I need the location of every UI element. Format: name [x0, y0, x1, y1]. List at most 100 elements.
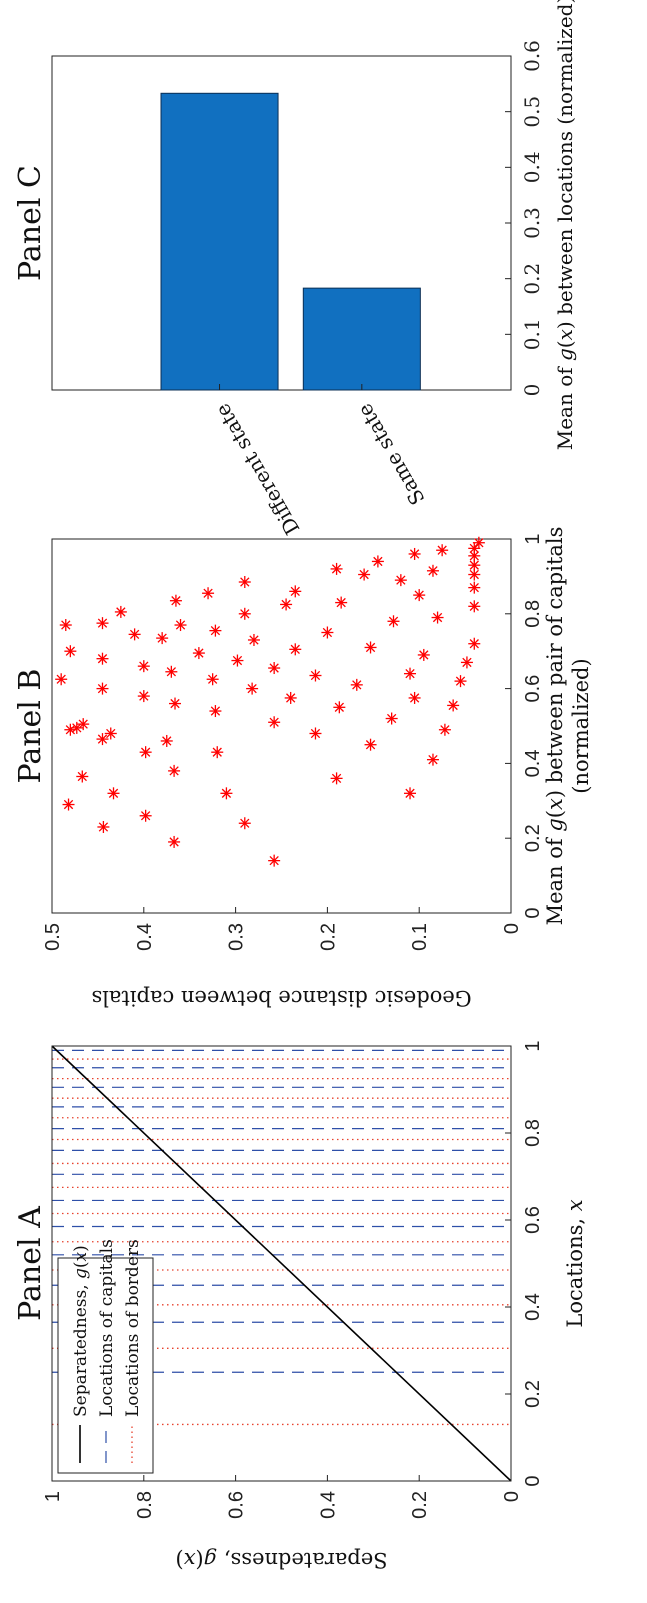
- asterisk-stroke: [166, 667, 176, 677]
- asterisk-stroke: [169, 837, 179, 847]
- scatter-point-35: [350, 678, 363, 691]
- asterisk-stroke: [331, 773, 342, 784]
- scatter-point-27: [333, 701, 346, 714]
- scatter-point-71: [289, 585, 302, 598]
- scatter-point-74: [394, 574, 407, 587]
- scatter-point-17: [268, 716, 281, 729]
- panel-c-title: Panel C: [13, 165, 48, 281]
- asterisk-stroke: [171, 596, 181, 606]
- scatter-point-20: [330, 772, 343, 785]
- asterisk-stroke: [61, 620, 71, 630]
- asterisk-stroke: [310, 728, 321, 739]
- panel-c-xtick-label-4: 0.4: [520, 151, 544, 183]
- scatter-point-66: [280, 598, 293, 611]
- asterisk-stroke: [336, 597, 346, 608]
- asterisk-stroke: [455, 676, 466, 686]
- asterisk-stroke: [428, 755, 438, 765]
- scatter-point-75: [358, 568, 371, 581]
- scatter-point-85: [472, 536, 485, 549]
- scatter-point-32: [137, 690, 150, 703]
- asterisk-stroke: [281, 599, 291, 610]
- scatter-point-57: [209, 624, 222, 637]
- asterisk-stroke: [221, 788, 232, 798]
- scatter-point-52: [468, 637, 481, 650]
- asterisk-stroke: [359, 569, 369, 580]
- asterisk-stroke: [210, 625, 221, 636]
- panel-b-xtick-label-5: 1: [522, 533, 544, 544]
- panel-a: 0 0.2 0.4 0.6 0.8 1 0 0.2 0.4 0.6 0.8 1 Panel A Locat…: [13, 1040, 587, 1572]
- scatter-point-2: [238, 817, 251, 830]
- scatter-point-83: [436, 544, 449, 557]
- asterisk-stroke: [129, 629, 140, 640]
- scatter-point-37: [206, 673, 219, 686]
- asterisk-stroke: [432, 612, 443, 623]
- scatter-point-81: [468, 549, 481, 562]
- scatter-point-10: [211, 746, 224, 759]
- panel-b-ytick-label-1: 0.1: [409, 923, 431, 951]
- scatter-point-8: [76, 770, 89, 783]
- asterisk-stroke: [352, 680, 362, 690]
- scatter-point-50: [289, 643, 302, 656]
- panel-b-xtick-label-0: 0: [522, 907, 544, 918]
- asterisk-stroke: [140, 747, 151, 757]
- asterisk-stroke: [139, 691, 149, 701]
- separatedness-line: [51, 1045, 512, 1482]
- asterisk-stroke: [140, 811, 151, 821]
- panel-b-ytick-label-4: 0.4: [134, 923, 156, 951]
- panel-b-ytick-label-0: 0: [501, 923, 523, 934]
- scatter-point-38: [55, 673, 68, 686]
- panel-b: 0 0.2 0.4 0.6 0.8 1 0 0.1 0.2 0.3 0.4 0.5 Panel B Mea…: [13, 527, 593, 1010]
- asterisk-stroke: [469, 560, 479, 570]
- panel-b-ylabel: Geodesic distance between capitals: [91, 986, 471, 1010]
- panel-a-ylabel: Separatedness, g(x): [175, 1548, 387, 1572]
- panel-a-xlabel: Locations, x: [563, 1199, 587, 1327]
- scatter-point-68: [169, 594, 182, 607]
- asterisk-stroke: [469, 582, 479, 593]
- panel-a-axes-box: [51, 1045, 512, 1482]
- panel-b-ytick-label-3: 0.3: [226, 923, 248, 951]
- asterisk-stroke: [469, 601, 479, 611]
- panel-c-xtick-label-3: 0.3: [520, 207, 544, 239]
- scatter-point-41: [165, 665, 178, 678]
- asterisk-stroke: [169, 766, 179, 776]
- scatter-point-55: [128, 628, 141, 641]
- scatter-point-63: [238, 607, 251, 620]
- scatter-point-70: [202, 587, 215, 600]
- asterisk-stroke: [440, 725, 450, 735]
- asterisk-stroke: [462, 657, 472, 668]
- asterisk-stroke: [373, 556, 383, 567]
- asterisk-stroke: [97, 618, 108, 628]
- panel-b-xtick-label-3: 0.6: [522, 675, 544, 703]
- asterisk-stroke: [194, 648, 204, 658]
- panel-b-xtick-label-1: 0.2: [522, 824, 544, 852]
- asterisk-stroke: [240, 609, 250, 619]
- scatter-point-19: [404, 787, 417, 800]
- bar-same-state: [302, 287, 421, 391]
- asterisk-stroke: [414, 590, 424, 600]
- scatter-point-9: [168, 764, 181, 777]
- panel-b-xlabel: Mean of g(x) between pair of capitals: [543, 527, 567, 926]
- scatter-point-34: [246, 682, 259, 695]
- panel-a-title: Panel A: [13, 1206, 48, 1321]
- asterisk-stroke: [409, 693, 420, 703]
- scatter-point-56: [321, 626, 334, 639]
- scatter-point-44: [460, 656, 473, 669]
- scatter-point-48: [192, 647, 205, 660]
- scatter-point-3: [97, 820, 110, 833]
- scatter-point-78: [330, 562, 343, 575]
- scatter-point-53: [247, 633, 260, 646]
- scatter-point-30: [408, 691, 421, 704]
- panel-c-xtick-label-1: 0.1: [520, 318, 544, 350]
- asterisk-stroke: [469, 551, 479, 561]
- asterisk-stroke: [56, 674, 66, 684]
- scatter-point-72: [468, 581, 481, 594]
- scatter-point-0: [268, 854, 281, 867]
- asterisk-stroke: [437, 545, 447, 555]
- scatter-point-14: [96, 733, 109, 746]
- scatter-point-46: [96, 652, 109, 665]
- scatter-point-59: [174, 619, 187, 632]
- panel-c-xtick-label-5: 0.5: [520, 96, 544, 128]
- asterisk-stroke: [286, 693, 296, 703]
- asterisk-stroke: [247, 683, 257, 694]
- scatter-point-31: [284, 691, 297, 704]
